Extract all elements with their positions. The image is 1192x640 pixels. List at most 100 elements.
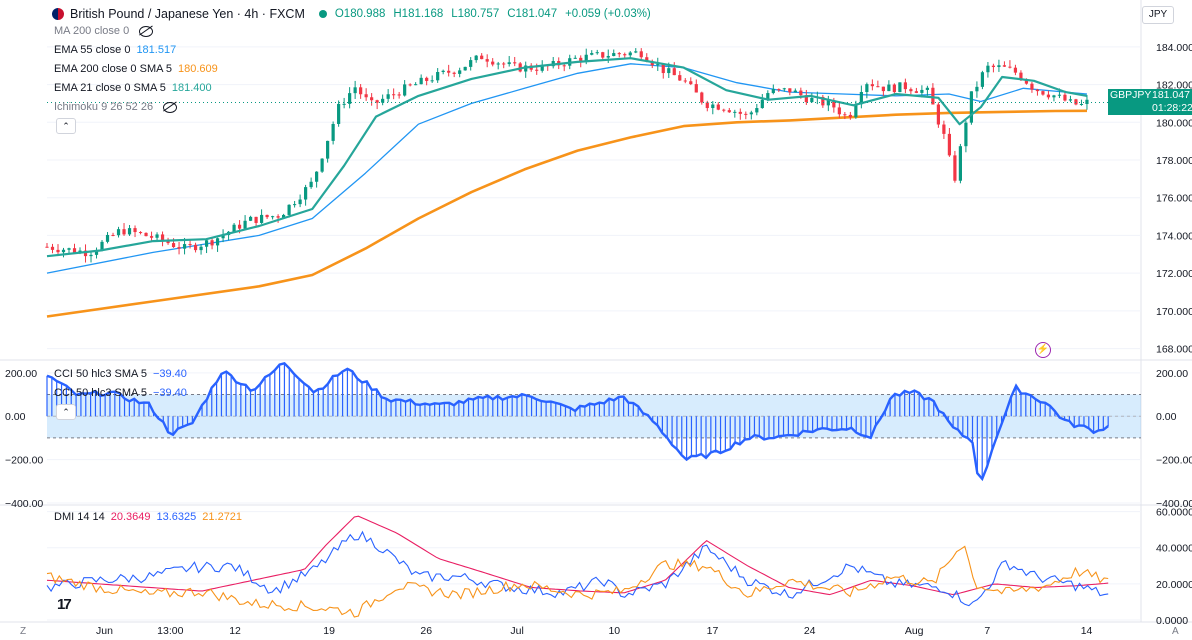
candle-up	[414, 84, 418, 86]
candle-up	[606, 55, 610, 58]
candle-down	[160, 234, 165, 241]
hidden-eye-icon[interactable]	[139, 25, 154, 37]
candle-down	[193, 244, 198, 251]
candle-up	[573, 57, 577, 59]
candle-down	[1030, 83, 1034, 90]
cci-legend-1[interactable]: CCI 50 hlc3 SMA 5 −39.40	[54, 368, 187, 380]
candle-up	[353, 87, 357, 94]
candle-up	[331, 123, 335, 141]
candle-down	[843, 114, 847, 116]
candle-down	[821, 96, 825, 106]
candle-down	[50, 246, 55, 250]
candle-up	[997, 65, 1001, 68]
hidden-eye-icon[interactable]	[163, 101, 178, 113]
x-tick-label: 12	[229, 625, 241, 637]
candle-up	[315, 171, 319, 182]
candle-up	[232, 224, 236, 232]
y-tick-label-left: 200.00	[5, 368, 37, 380]
candle-down	[1002, 65, 1007, 67]
y-tick-label: 200.00	[1156, 368, 1188, 380]
candle-down	[480, 55, 484, 60]
candle-down	[122, 229, 126, 235]
candle-down	[617, 53, 621, 55]
candle-down	[149, 236, 154, 238]
candle-up	[1068, 99, 1073, 101]
candle-down	[1013, 67, 1018, 73]
ema21-line	[46, 57, 1088, 258]
candle-down	[447, 70, 451, 73]
collapse-legend-button[interactable]: ⌃	[56, 118, 76, 134]
candle-down	[375, 100, 379, 103]
candle-up	[540, 64, 544, 71]
candle-down	[777, 89, 781, 91]
candle-up	[474, 55, 478, 61]
cci-legend-2[interactable]: CCI 50 hlc3 SMA 5 −39.40	[54, 387, 187, 399]
candle-down	[678, 75, 682, 81]
candle-down	[1063, 94, 1067, 101]
candle-up	[342, 103, 346, 105]
minus-di-line	[46, 545, 1109, 618]
price-tag-price: 181.047	[1152, 89, 1190, 101]
candle-up	[204, 240, 209, 247]
candle-down	[392, 94, 396, 96]
candle-up	[430, 80, 434, 82]
x-tick-label: 17	[707, 625, 719, 637]
indicator-ema200[interactable]: EMA 200 close 0 SMA 5 180.609	[54, 63, 218, 75]
candle-up	[458, 70, 462, 74]
price-tag-countdown: 01:28:22	[1152, 102, 1192, 114]
market-open-status-icon	[318, 10, 327, 18]
ema200-line	[46, 109, 1088, 318]
indicator-ichimoku[interactable]: Ichimoku 9 26 52 26	[54, 98, 224, 117]
candle-up	[859, 91, 863, 105]
candle-up	[595, 52, 599, 54]
x-tick-label: 13:00	[157, 625, 183, 637]
candle-up	[980, 72, 985, 87]
candle-up	[771, 89, 775, 94]
y-tick-label: 0.0000	[1156, 615, 1188, 627]
x-tick-label: 19	[323, 625, 335, 637]
candle-up	[100, 241, 104, 251]
candle-up	[155, 234, 159, 238]
candle-down	[133, 228, 137, 233]
dmi-legend[interactable]: DMI 14 14 20.3649 13.6325 21.2721	[54, 511, 243, 523]
indicator-legend: MA 200 close 0 EMA 55 close 0 181.517 EMA…	[54, 22, 224, 117]
indicator-ema21[interactable]: EMA 21 close 0 SMA 5 181.400	[54, 82, 212, 94]
zoom-mode-button[interactable]: Z	[20, 626, 27, 637]
candle-down	[639, 51, 643, 58]
candle-down	[722, 109, 726, 111]
flash-alert-icon[interactable]: ⚡	[1035, 342, 1051, 358]
candle-up	[766, 93, 770, 100]
indicator-ma200[interactable]: MA 200 close 0	[54, 22, 224, 41]
candle-up	[656, 64, 660, 66]
ohlc-open: O180.988	[334, 8, 386, 20]
candle-up	[612, 53, 616, 56]
currency-selector[interactable]: JPY	[1142, 6, 1174, 24]
candle-up	[711, 104, 715, 109]
candle-down	[425, 77, 429, 81]
candle-up	[986, 65, 990, 73]
candle-up	[793, 90, 797, 93]
candle-up	[1052, 95, 1056, 98]
x-tick-label: 24	[804, 625, 816, 637]
candle-up	[463, 66, 467, 71]
x-tick-label: 10	[608, 625, 620, 637]
symbol-header[interactable]: British Pound / Japanese Yen · 4h · FXCM…	[52, 5, 659, 23]
candle-down	[188, 244, 192, 246]
candle-up	[441, 70, 445, 72]
candle-down	[936, 104, 940, 125]
candle-down	[452, 72, 456, 74]
auto-scale-button[interactable]: A	[1172, 626, 1179, 637]
candle-up	[61, 249, 66, 253]
candle-up	[969, 91, 974, 123]
adx-line	[46, 515, 1109, 596]
candle-down	[892, 84, 896, 93]
y-tick-label: 170.000	[1156, 306, 1192, 318]
candle-down	[359, 87, 363, 95]
indicator-ema55[interactable]: EMA 55 close 0 181.517	[54, 44, 177, 56]
candle-down	[689, 81, 693, 85]
y-tick-label: 172.000	[1156, 268, 1192, 280]
collapse-cci-legend-button[interactable]: ⌃	[56, 404, 76, 420]
candle-down	[1019, 72, 1023, 80]
candle-down	[144, 232, 148, 237]
